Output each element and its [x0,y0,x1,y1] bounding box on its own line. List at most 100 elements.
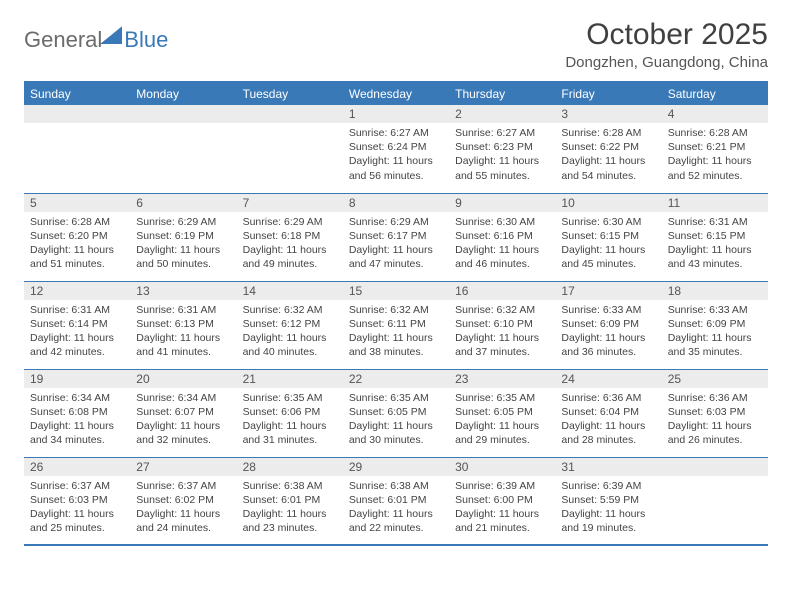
calendar-day-cell: 7Sunrise: 6:29 AMSunset: 6:18 PMDaylight… [237,193,343,281]
daylight-text: Daylight: 11 hours and 37 minutes. [455,331,549,359]
day-data: Sunrise: 6:34 AMSunset: 6:08 PMDaylight:… [24,388,130,451]
day-data: Sunrise: 6:34 AMSunset: 6:07 PMDaylight:… [130,388,236,451]
sunset-text: Sunset: 6:17 PM [349,229,443,243]
daylight-text: Daylight: 11 hours and 25 minutes. [30,507,124,535]
sunrise-text: Sunrise: 6:34 AM [30,391,124,405]
sunset-text: Sunset: 6:22 PM [561,140,655,154]
calendar-day-cell: 13Sunrise: 6:31 AMSunset: 6:13 PMDayligh… [130,281,236,369]
day-data: Sunrise: 6:27 AMSunset: 6:23 PMDaylight:… [449,123,555,186]
day-number: 7 [237,194,343,212]
sunrise-text: Sunrise: 6:29 AM [243,215,337,229]
logo-text-general: General [24,27,102,53]
calendar-day-cell: 28Sunrise: 6:38 AMSunset: 6:01 PMDayligh… [237,457,343,545]
sunrise-text: Sunrise: 6:32 AM [455,303,549,317]
sunrise-text: Sunrise: 6:36 AM [561,391,655,405]
sunset-text: Sunset: 6:15 PM [561,229,655,243]
daylight-text: Daylight: 11 hours and 35 minutes. [668,331,762,359]
sunset-text: Sunset: 6:24 PM [349,140,443,154]
sunrise-text: Sunrise: 6:28 AM [30,215,124,229]
day-data: Sunrise: 6:31 AMSunset: 6:13 PMDaylight:… [130,300,236,363]
sunrise-text: Sunrise: 6:30 AM [455,215,549,229]
daylight-text: Daylight: 11 hours and 24 minutes. [136,507,230,535]
day-number: 12 [24,282,130,300]
daylight-text: Daylight: 11 hours and 46 minutes. [455,243,549,271]
daylight-text: Daylight: 11 hours and 30 minutes. [349,419,443,447]
day-data: Sunrise: 6:29 AMSunset: 6:19 PMDaylight:… [130,212,236,275]
sunrise-text: Sunrise: 6:36 AM [668,391,762,405]
day-header: Tuesday [237,82,343,105]
calendar-day-cell [24,105,130,193]
daylight-text: Daylight: 11 hours and 23 minutes. [243,507,337,535]
calendar-day-cell: 17Sunrise: 6:33 AMSunset: 6:09 PMDayligh… [555,281,661,369]
daylight-text: Daylight: 11 hours and 43 minutes. [668,243,762,271]
sunrise-text: Sunrise: 6:37 AM [136,479,230,493]
daylight-text: Daylight: 11 hours and 21 minutes. [455,507,549,535]
day-number: 4 [662,105,768,123]
sunrise-text: Sunrise: 6:31 AM [136,303,230,317]
calendar-table: Sunday Monday Tuesday Wednesday Thursday… [24,81,768,546]
calendar-day-cell: 4Sunrise: 6:28 AMSunset: 6:21 PMDaylight… [662,105,768,193]
day-number: 28 [237,458,343,476]
day-number: 18 [662,282,768,300]
sunrise-text: Sunrise: 6:35 AM [243,391,337,405]
calendar-day-cell: 5Sunrise: 6:28 AMSunset: 6:20 PMDaylight… [24,193,130,281]
day-data: Sunrise: 6:30 AMSunset: 6:15 PMDaylight:… [555,212,661,275]
calendar-week-row: 1Sunrise: 6:27 AMSunset: 6:24 PMDaylight… [24,105,768,193]
day-data: Sunrise: 6:28 AMSunset: 6:20 PMDaylight:… [24,212,130,275]
day-number: 20 [130,370,236,388]
calendar-day-cell: 14Sunrise: 6:32 AMSunset: 6:12 PMDayligh… [237,281,343,369]
day-data: Sunrise: 6:33 AMSunset: 6:09 PMDaylight:… [662,300,768,363]
daylight-text: Daylight: 11 hours and 51 minutes. [30,243,124,271]
calendar-day-cell: 16Sunrise: 6:32 AMSunset: 6:10 PMDayligh… [449,281,555,369]
calendar-day-cell [662,457,768,545]
daylight-text: Daylight: 11 hours and 38 minutes. [349,331,443,359]
day-number: 22 [343,370,449,388]
daylight-text: Daylight: 11 hours and 49 minutes. [243,243,337,271]
day-data: Sunrise: 6:31 AMSunset: 6:15 PMDaylight:… [662,212,768,275]
day-header: Wednesday [343,82,449,105]
day-header: Monday [130,82,236,105]
daylight-text: Daylight: 11 hours and 32 minutes. [136,419,230,447]
day-data: Sunrise: 6:35 AMSunset: 6:05 PMDaylight:… [343,388,449,451]
calendar-day-cell: 11Sunrise: 6:31 AMSunset: 6:15 PMDayligh… [662,193,768,281]
day-number: 14 [237,282,343,300]
day-header: Friday [555,82,661,105]
day-number: 26 [24,458,130,476]
sunset-text: Sunset: 6:07 PM [136,405,230,419]
day-data: Sunrise: 6:36 AMSunset: 6:03 PMDaylight:… [662,388,768,451]
calendar-day-cell: 1Sunrise: 6:27 AMSunset: 6:24 PMDaylight… [343,105,449,193]
calendar-day-cell: 8Sunrise: 6:29 AMSunset: 6:17 PMDaylight… [343,193,449,281]
sunrise-text: Sunrise: 6:35 AM [349,391,443,405]
calendar-day-cell: 6Sunrise: 6:29 AMSunset: 6:19 PMDaylight… [130,193,236,281]
title-block: October 2025 Dongzhen, Guangdong, China [565,18,768,71]
sunrise-text: Sunrise: 6:29 AM [136,215,230,229]
sunrise-text: Sunrise: 6:31 AM [668,215,762,229]
day-header: Saturday [662,82,768,105]
sunset-text: Sunset: 6:16 PM [455,229,549,243]
calendar-day-cell: 27Sunrise: 6:37 AMSunset: 6:02 PMDayligh… [130,457,236,545]
logo-text-blue: Blue [124,27,168,53]
sunset-text: Sunset: 6:23 PM [455,140,549,154]
day-number: 1 [343,105,449,123]
day-data: Sunrise: 6:38 AMSunset: 6:01 PMDaylight:… [237,476,343,539]
day-number: 27 [130,458,236,476]
sunset-text: Sunset: 6:11 PM [349,317,443,331]
calendar-week-row: 12Sunrise: 6:31 AMSunset: 6:14 PMDayligh… [24,281,768,369]
daylight-text: Daylight: 11 hours and 45 minutes. [561,243,655,271]
day-data: Sunrise: 6:39 AMSunset: 5:59 PMDaylight:… [555,476,661,539]
calendar-day-cell: 9 Sunrise: 6:30 AMSunset: 6:16 PMDaylight… [449,193,555,281]
day-data: Sunrise: 6:37 AMSunset: 6:03 PMDaylight:… [24,476,130,539]
header: General Blue October 2025 Dongzhen, Guan… [24,18,768,71]
sunset-text: Sunset: 6:03 PM [668,405,762,419]
sunset-text: Sunset: 6:08 PM [30,405,124,419]
sunrise-text: Sunrise: 6:39 AM [561,479,655,493]
day-number: 9 [449,194,555,212]
sunset-text: Sunset: 6:21 PM [668,140,762,154]
calendar-day-cell [237,105,343,193]
calendar-day-cell: 31Sunrise: 6:39 AMSunset: 5:59 PMDayligh… [555,457,661,545]
sunrise-text: Sunrise: 6:30 AM [561,215,655,229]
sunrise-text: Sunrise: 6:35 AM [455,391,549,405]
day-number: 8 [343,194,449,212]
sunset-text: Sunset: 6:13 PM [136,317,230,331]
day-data: Sunrise: 6:28 AMSunset: 6:21 PMDaylight:… [662,123,768,186]
